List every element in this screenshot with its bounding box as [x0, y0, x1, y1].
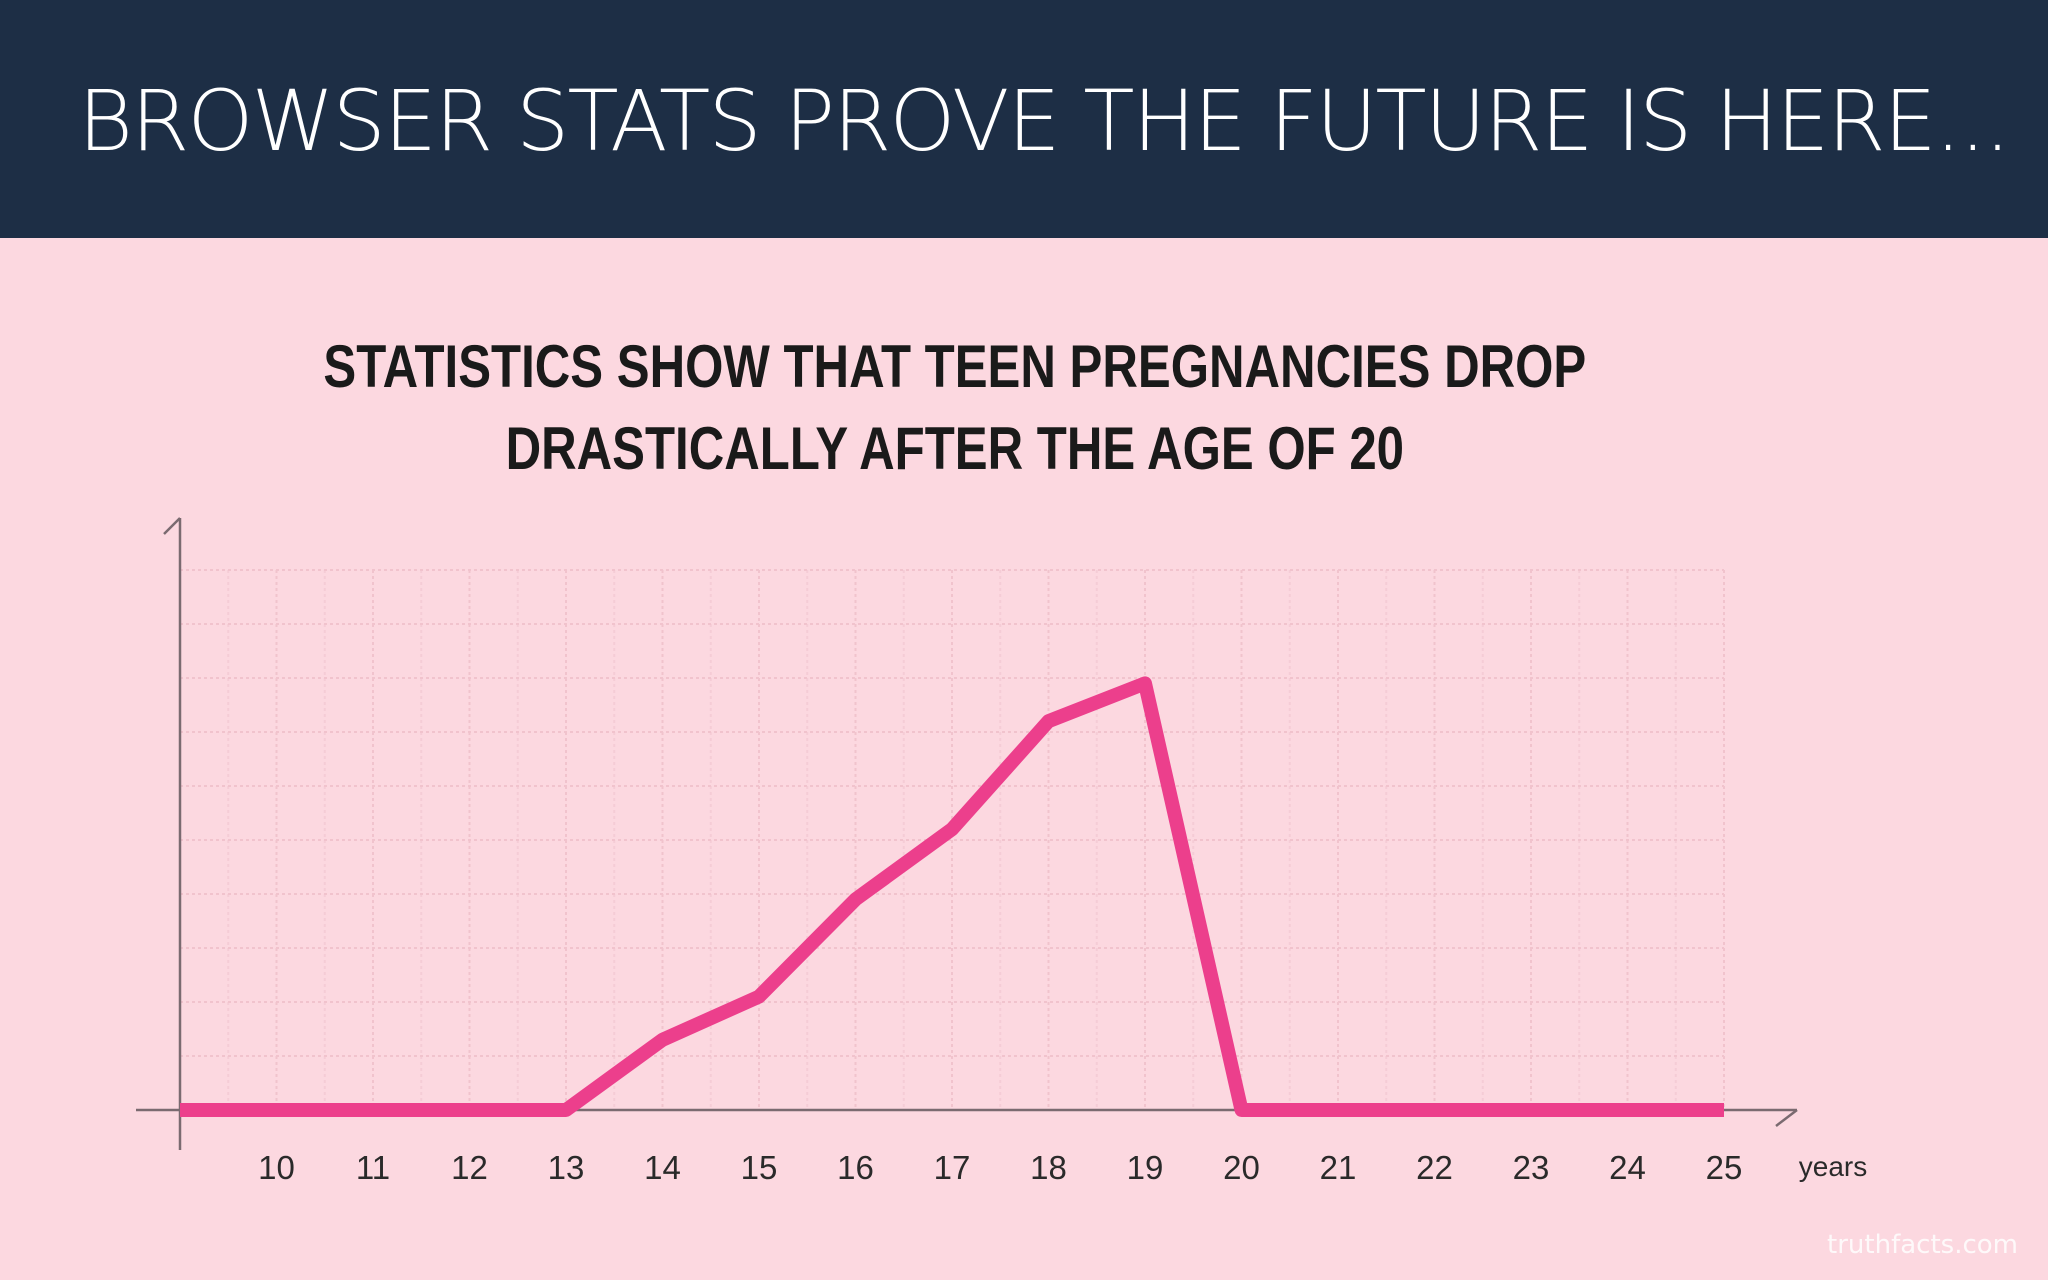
x-tick-label: 23 [1513, 1149, 1550, 1186]
x-tick-label: 17 [934, 1149, 971, 1186]
x-axis-arrow [1775, 1109, 1798, 1127]
x-tick-label: 19 [1127, 1149, 1164, 1186]
y-axis-arrow [163, 517, 181, 535]
x-tick-label: 21 [1320, 1149, 1357, 1186]
x-tick-label: 11 [356, 1149, 390, 1186]
chart-title-line-1: STATISTICS SHOW THAT TEEN PREGNANCIES DR… [323, 333, 1587, 400]
watermark: truthfacts.com [1827, 1230, 2018, 1260]
x-tick-labels: 10 11 12 13 14 15 16 17 18 19 20 21 22 23 24 25 [258, 1149, 1742, 1186]
chart-grid [179, 569, 1725, 1111]
line-chart: 10 11 12 13 14 15 16 17 18 19 20 21 22 23 24 25 years [136, 517, 1867, 1186]
page-title: BROWSER STATS PROVE THE FUTURE IS HERE..… [78, 72, 2011, 170]
chart-series [180, 676, 1724, 1117]
chart-title-line-2: DRASTICALLY AFTER THE AGE OF 20 [505, 415, 1405, 482]
x-tick-label: 25 [1706, 1149, 1743, 1186]
x-tick-label: 24 [1609, 1149, 1646, 1186]
series-line [180, 676, 1724, 1117]
x-axis-label: years [1799, 1151, 1867, 1182]
x-tick-label: 10 [258, 1149, 295, 1186]
x-tick-label: 15 [741, 1149, 778, 1186]
chart-title: STATISTICS SHOW THAT TEEN PREGNANCIES DR… [172, 326, 1738, 490]
x-tick-label: 16 [837, 1149, 874, 1186]
x-tick-label: 22 [1416, 1149, 1453, 1186]
x-tick-label: 20 [1223, 1149, 1260, 1186]
x-tick-label: 14 [644, 1149, 681, 1186]
header-bar: BROWSER STATS PROVE THE FUTURE IS HERE..… [0, 0, 2048, 238]
x-tick-label: 12 [451, 1149, 488, 1186]
x-tick-label: 18 [1030, 1149, 1067, 1186]
x-tick-label: 13 [548, 1149, 585, 1186]
